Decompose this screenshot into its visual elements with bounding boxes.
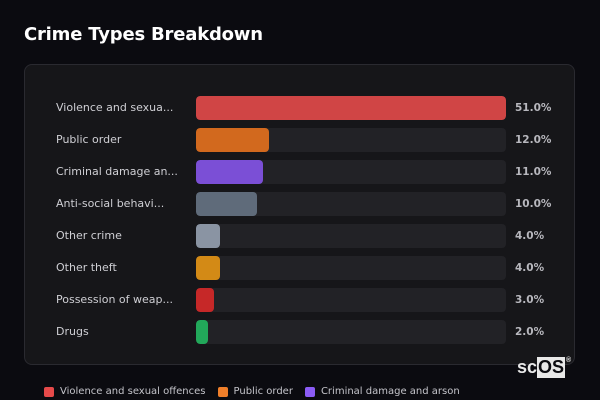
bar-value: 3.0% (515, 294, 545, 306)
bar-value: 11.0% (515, 166, 552, 178)
bar-label: Other crime (56, 229, 122, 242)
legend-swatch-icon (44, 386, 54, 397)
bar-fill[interactable] (196, 288, 215, 312)
bar-label: Drugs (56, 325, 89, 338)
legend-swatch-icon (217, 386, 228, 397)
bar-track (196, 192, 506, 216)
bar-row[interactable]: Possession of weap... 3.0% (25, 288, 574, 312)
bar-row[interactable]: Public order 12.0% (25, 128, 574, 152)
bar-track (196, 160, 506, 184)
bar-track (196, 320, 506, 344)
legend-swatch-icon (304, 386, 315, 397)
bar-label: Anti-social behavi... (56, 197, 165, 210)
bar-fill[interactable] (196, 224, 221, 248)
legend-item[interactable]: Violence and sexual offences (44, 386, 206, 397)
bar-value: 2.0% (515, 326, 545, 338)
scos-watermark: sc OS ® (517, 357, 571, 378)
registered-mark: ® (566, 357, 572, 364)
bar-value: 4.0% (515, 230, 545, 242)
bar-track (196, 256, 506, 280)
bar-fill[interactable] (196, 160, 263, 184)
bar-label: Possession of weap... (56, 293, 173, 306)
chart-card: Violence and sexua... 51.0% Public order 12… (24, 64, 575, 365)
bar-label: Other theft (56, 261, 117, 274)
bar-track (196, 96, 506, 120)
bar-value: 51.0% (515, 102, 552, 114)
bar-value: 10.0% (515, 198, 552, 210)
bar-row[interactable]: Drugs 2.0% (25, 320, 574, 344)
bar-fill[interactable] (196, 256, 221, 280)
bar-label: Criminal damage an... (56, 165, 178, 178)
bar-value: 12.0% (515, 134, 552, 146)
bar-label: Public order (56, 133, 122, 146)
bar-row[interactable]: Other theft 4.0% (25, 256, 574, 280)
bar-label: Violence and sexua... (56, 101, 174, 114)
bar-row[interactable]: Violence and sexua... 51.0% (25, 96, 574, 120)
bar-track (196, 224, 506, 248)
legend-label: Criminal damage and arson (320, 386, 460, 397)
bar-row[interactable]: Other crime 4.0% (25, 224, 574, 248)
legend-item[interactable]: Criminal damage and arson (304, 386, 460, 397)
bar-fill[interactable] (196, 128, 269, 152)
watermark-os: OS (537, 357, 566, 378)
bar-value: 4.0% (515, 262, 545, 274)
bar-track (196, 288, 506, 312)
legend-label: Public order (233, 386, 293, 397)
legend-label: Violence and sexual offences (60, 386, 206, 397)
chart-title: Crime Types Breakdown (24, 24, 263, 45)
bar-track (196, 128, 506, 152)
bar-fill[interactable] (196, 192, 257, 216)
bar-fill[interactable] (196, 96, 506, 120)
bar-fill[interactable] (196, 320, 209, 344)
bar-row[interactable]: Criminal damage an... 11.0% (25, 160, 574, 184)
bar-row[interactable]: Anti-social behavi... 10.0% (25, 192, 574, 216)
legend-item[interactable]: Public order (217, 386, 293, 397)
watermark-sc: sc (517, 357, 538, 377)
chart-legend: Violence and sexual offences Public order… (44, 386, 460, 397)
